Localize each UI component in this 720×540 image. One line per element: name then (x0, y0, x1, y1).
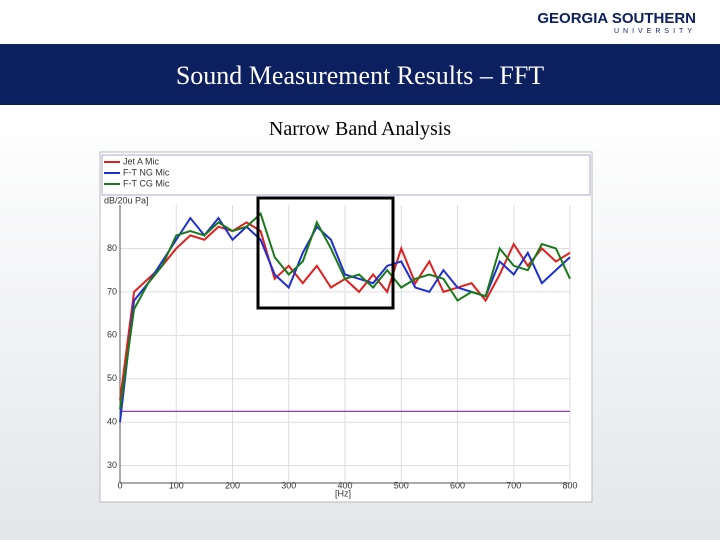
y-tick-label: 60 (107, 330, 117, 340)
highlight-box (256, 196, 395, 310)
logo-name: GEORGIA SOUTHERN (537, 10, 696, 27)
x-axis-label: [Hz] (335, 488, 351, 498)
y-tick-label: 30 (107, 460, 117, 470)
series-line (119, 211, 571, 410)
x-tick-label: 100 (169, 480, 184, 490)
x-tick-label: 0 (117, 480, 122, 490)
y-tick-label: 50 (107, 373, 117, 383)
x-tick-label: 500 (394, 480, 409, 490)
legend-label: F-T NG Mic (123, 167, 170, 177)
legend-label: F-T CG Mic (123, 178, 170, 188)
logo-sub: UNIVERSITY (613, 28, 696, 35)
chart-title: Narrow Band Analysis (268, 118, 452, 140)
x-tick-label: 200 (225, 480, 240, 490)
chart-panel (99, 151, 593, 503)
x-tick-label: 300 (281, 480, 296, 490)
y-axis-label: dB/20u Pa] (104, 195, 149, 205)
y-tick-label: 70 (107, 286, 117, 296)
x-tick-label: 700 (506, 480, 521, 490)
y-tick-label: 40 (107, 417, 117, 427)
series-line (119, 216, 571, 423)
y-tick-label: 80 (107, 243, 117, 253)
x-tick-label: 600 (450, 480, 465, 490)
legend-box (101, 154, 591, 196)
x-tick-label: 400 (337, 480, 352, 490)
slide-title: Sound Measurement Results – FFT (0, 44, 720, 105)
legend-label: Jet A Mic (123, 156, 160, 166)
x-tick-label: 800 (562, 480, 577, 490)
